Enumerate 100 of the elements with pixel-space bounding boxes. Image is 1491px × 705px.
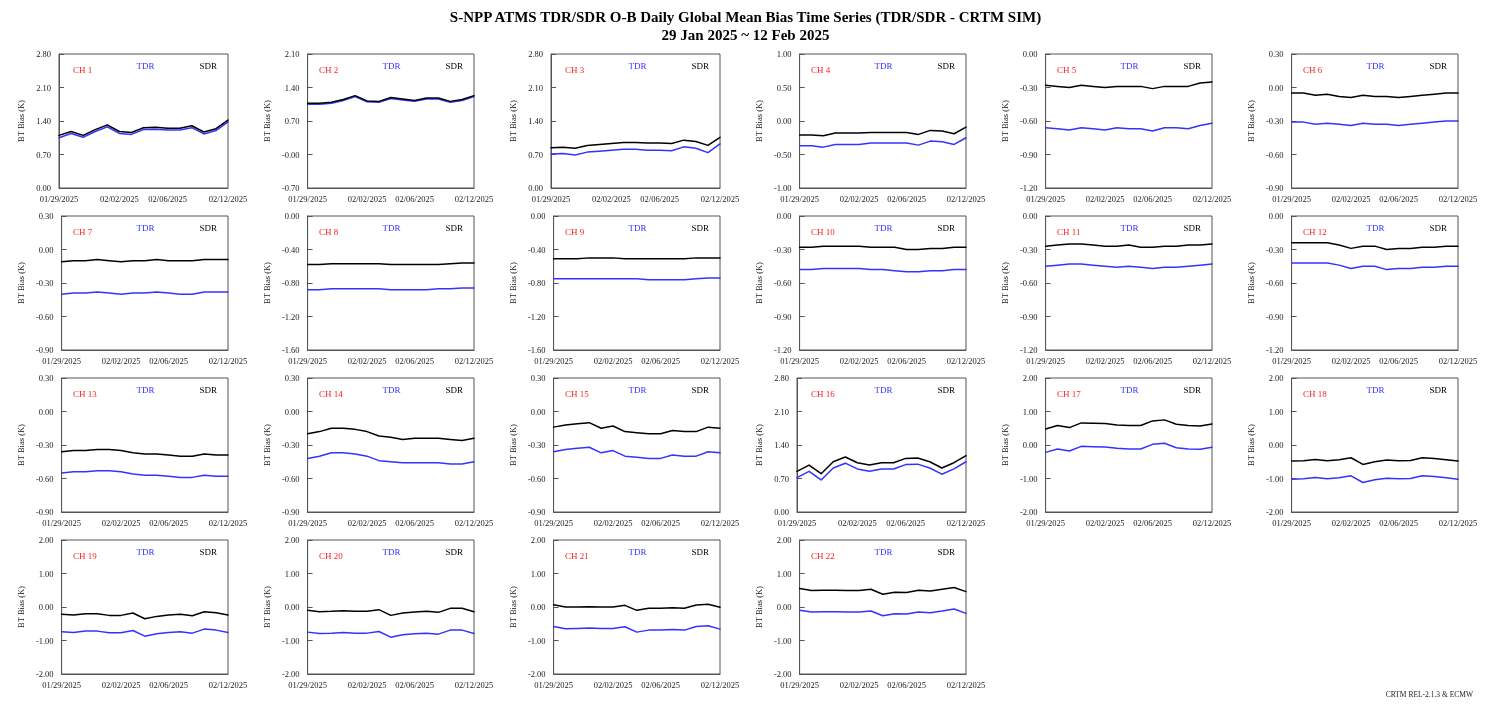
y-axis-title: BT Bias (K) [261, 423, 272, 466]
y-tick-label: -1.00 [1265, 473, 1284, 484]
line-series [798, 586, 967, 596]
y-tick-label: 0.30 [38, 211, 54, 221]
y-tick-label: 1.00 [776, 568, 792, 579]
line-series [796, 454, 967, 475]
text: CH 19 [73, 550, 98, 561]
x-tick-label: 01/29/2025 [534, 355, 573, 366]
y-tick-label: -0.60 [281, 473, 300, 484]
text: TDR [874, 547, 893, 557]
x-tick-label: 02/02/2025 [99, 193, 139, 204]
x-tick-label: 02/06/2025 [640, 193, 680, 204]
line-series [1290, 475, 1459, 484]
text: SDR [199, 547, 218, 557]
y-tick-label: -1.00 [527, 635, 546, 646]
x-tick-label: 02/06/2025 [395, 355, 434, 366]
x-tick-label: 02/06/2025 [1133, 355, 1172, 366]
y-tick-label: 1.40 [774, 440, 789, 450]
text: SDR [199, 61, 218, 71]
x-tick-label: 01/29/2025 [1272, 193, 1311, 204]
text: TDR [382, 223, 401, 233]
text: S-NPP ATMS TDR/SDR O-B Daily Global Mean Bias Time Series (TDR/SDR - CRTM SIM) [448, 8, 1043, 26]
text: CH 8 [319, 226, 339, 237]
text: CH 9 [565, 226, 585, 237]
y-tick-label: -0.60 [1265, 278, 1284, 288]
text: TDR [1366, 61, 1385, 71]
y-tick-label: -1.20 [1265, 345, 1284, 355]
x-tick-label: 01/29/2025 [780, 355, 819, 366]
x-tick-label: 02/06/2025 [886, 517, 926, 528]
x-tick-label: 02/12/2025 [1438, 355, 1478, 366]
x-tick-label: 01/29/2025 [780, 679, 819, 690]
y-tick-label: -0.30 [773, 244, 792, 255]
y-tick-label: 0.00 [284, 602, 300, 612]
x-tick-label: 02/02/2025 [347, 193, 387, 204]
y-axis-title: BT Bias (K) [261, 261, 272, 304]
text: TDR [874, 385, 893, 395]
text: SDR [691, 547, 710, 557]
y-tick-label: -1.00 [35, 635, 54, 646]
y-tick-label: 0.00 [38, 406, 54, 417]
text: SDR [199, 223, 218, 233]
y-tick-label: 0.00 [1268, 440, 1284, 450]
y-tick-label: -0.90 [1019, 311, 1038, 322]
text: CH 16 [811, 388, 836, 399]
y-tick-label: 0.00 [1268, 82, 1284, 93]
y-axis-title: BT Bias (K) [1245, 99, 1256, 142]
y-tick-label: -1.20 [773, 345, 792, 355]
y-tick-label: -0.90 [773, 311, 792, 322]
y-axis-title: BT Bias (K) [1245, 261, 1256, 304]
text: CH 13 [73, 388, 98, 399]
text: CH 18 [1303, 388, 1328, 399]
y-tick-label: 1.00 [38, 568, 54, 579]
y-tick-label: 1.40 [36, 116, 51, 126]
text: CH 21 [565, 550, 589, 561]
y-tick-label: -1.20 [1019, 345, 1038, 355]
x-tick-label: 01/29/2025 [777, 517, 817, 528]
line-series [552, 446, 721, 460]
y-tick-label: -0.90 [527, 507, 546, 517]
x-tick-label: 02/06/2025 [1133, 517, 1172, 528]
text: SDR [691, 61, 710, 71]
y-axis-title: BT Bias (K) [15, 423, 26, 466]
y-tick-label: -0.90 [281, 507, 300, 517]
x-tick-label: 02/06/2025 [641, 355, 680, 366]
text: CH 3 [565, 64, 585, 75]
x-tick-label: 01/29/2025 [42, 517, 81, 528]
line-series [796, 461, 967, 481]
text: TDR [136, 61, 155, 71]
y-tick-label: 0.00 [776, 116, 792, 126]
x-tick-label: 02/02/2025 [347, 517, 387, 528]
y-tick-label: -1.00 [773, 183, 792, 193]
y-tick-label: 0.70 [774, 473, 789, 484]
x-tick-label: 02/06/2025 [395, 193, 434, 204]
series-label: SDR [1183, 61, 1202, 71]
x-tick-label: 02/06/2025 [641, 517, 680, 528]
x-tick-label: 01/29/2025 [1272, 355, 1311, 366]
y-tick-label: 2.80 [36, 49, 51, 59]
y-tick-label: -2.00 [281, 669, 300, 679]
y-axis-title: BT Bias (K) [261, 99, 272, 142]
y-tick-label: 0.30 [284, 373, 300, 383]
text: SDR [445, 223, 464, 233]
line-series [60, 469, 229, 479]
y-tick-label: 1.00 [776, 49, 792, 59]
text: 29 Jan 2025 ~ 12 Feb 2025 [660, 26, 831, 44]
x-tick-label: 01/29/2025 [288, 355, 327, 366]
y-axis-title: BT Bias (K) [507, 261, 518, 304]
y-axis-title: BT Bias (K) [507, 585, 518, 628]
line-series [1290, 262, 1459, 271]
y-tick-label: 0.00 [284, 211, 300, 221]
x-tick-label: 02/12/2025 [1192, 193, 1232, 204]
y-axis-title: BT Bias (K) [999, 261, 1010, 304]
y-tick-label: -0.30 [35, 440, 54, 450]
y-tick-label: 0.00 [1022, 440, 1038, 450]
y-axis-title: BT Bias (K) [507, 423, 518, 466]
text: TDR [136, 547, 155, 557]
x-tick-label: 01/29/2025 [39, 193, 79, 204]
y-tick-label: 2.10 [528, 82, 543, 93]
y-tick-label: -0.90 [1019, 149, 1038, 160]
x-tick-label: 02/06/2025 [887, 679, 926, 690]
y-tick-label: 0.50 [776, 82, 792, 93]
line-series [552, 625, 721, 633]
text: TDR [1366, 385, 1385, 395]
